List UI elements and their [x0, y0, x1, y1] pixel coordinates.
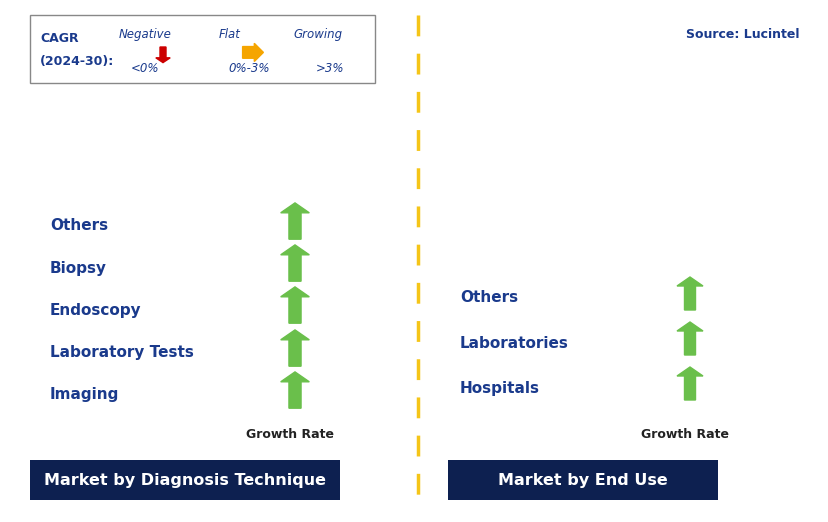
Text: Others: Others	[460, 291, 518, 305]
Polygon shape	[281, 203, 309, 239]
Text: Endoscopy: Endoscopy	[50, 303, 142, 317]
Text: Growing: Growing	[293, 28, 342, 41]
Text: Market by Diagnosis Technique: Market by Diagnosis Technique	[44, 472, 325, 488]
Text: Imaging: Imaging	[50, 387, 119, 402]
Polygon shape	[281, 245, 309, 281]
Polygon shape	[676, 277, 702, 310]
Polygon shape	[281, 372, 309, 408]
Text: <0%: <0%	[131, 62, 159, 75]
Polygon shape	[281, 287, 309, 323]
Text: Hospitals: Hospitals	[460, 381, 539, 396]
Polygon shape	[243, 43, 263, 62]
FancyBboxPatch shape	[30, 460, 339, 500]
Text: Others: Others	[50, 219, 108, 233]
Polygon shape	[331, 41, 348, 62]
Text: >3%: >3%	[315, 62, 344, 75]
Text: Source: Lucintel: Source: Lucintel	[686, 29, 799, 42]
Text: CAGR: CAGR	[40, 32, 79, 45]
Text: Flat: Flat	[219, 28, 241, 41]
Text: Biopsy: Biopsy	[50, 260, 107, 276]
Polygon shape	[281, 330, 309, 366]
FancyBboxPatch shape	[447, 460, 717, 500]
Text: Laboratories: Laboratories	[460, 336, 568, 350]
Polygon shape	[676, 322, 702, 355]
Text: Market by End Use: Market by End Use	[498, 472, 667, 488]
Text: 0%-3%: 0%-3%	[228, 62, 269, 75]
Polygon shape	[676, 367, 702, 400]
Text: (2024-30):: (2024-30):	[40, 55, 114, 68]
FancyBboxPatch shape	[30, 15, 374, 83]
Text: Negative: Negative	[118, 28, 171, 41]
Text: Growth Rate: Growth Rate	[640, 429, 728, 442]
Text: Laboratory Tests: Laboratory Tests	[50, 346, 194, 361]
Text: Growth Rate: Growth Rate	[246, 429, 334, 442]
Polygon shape	[156, 47, 170, 63]
